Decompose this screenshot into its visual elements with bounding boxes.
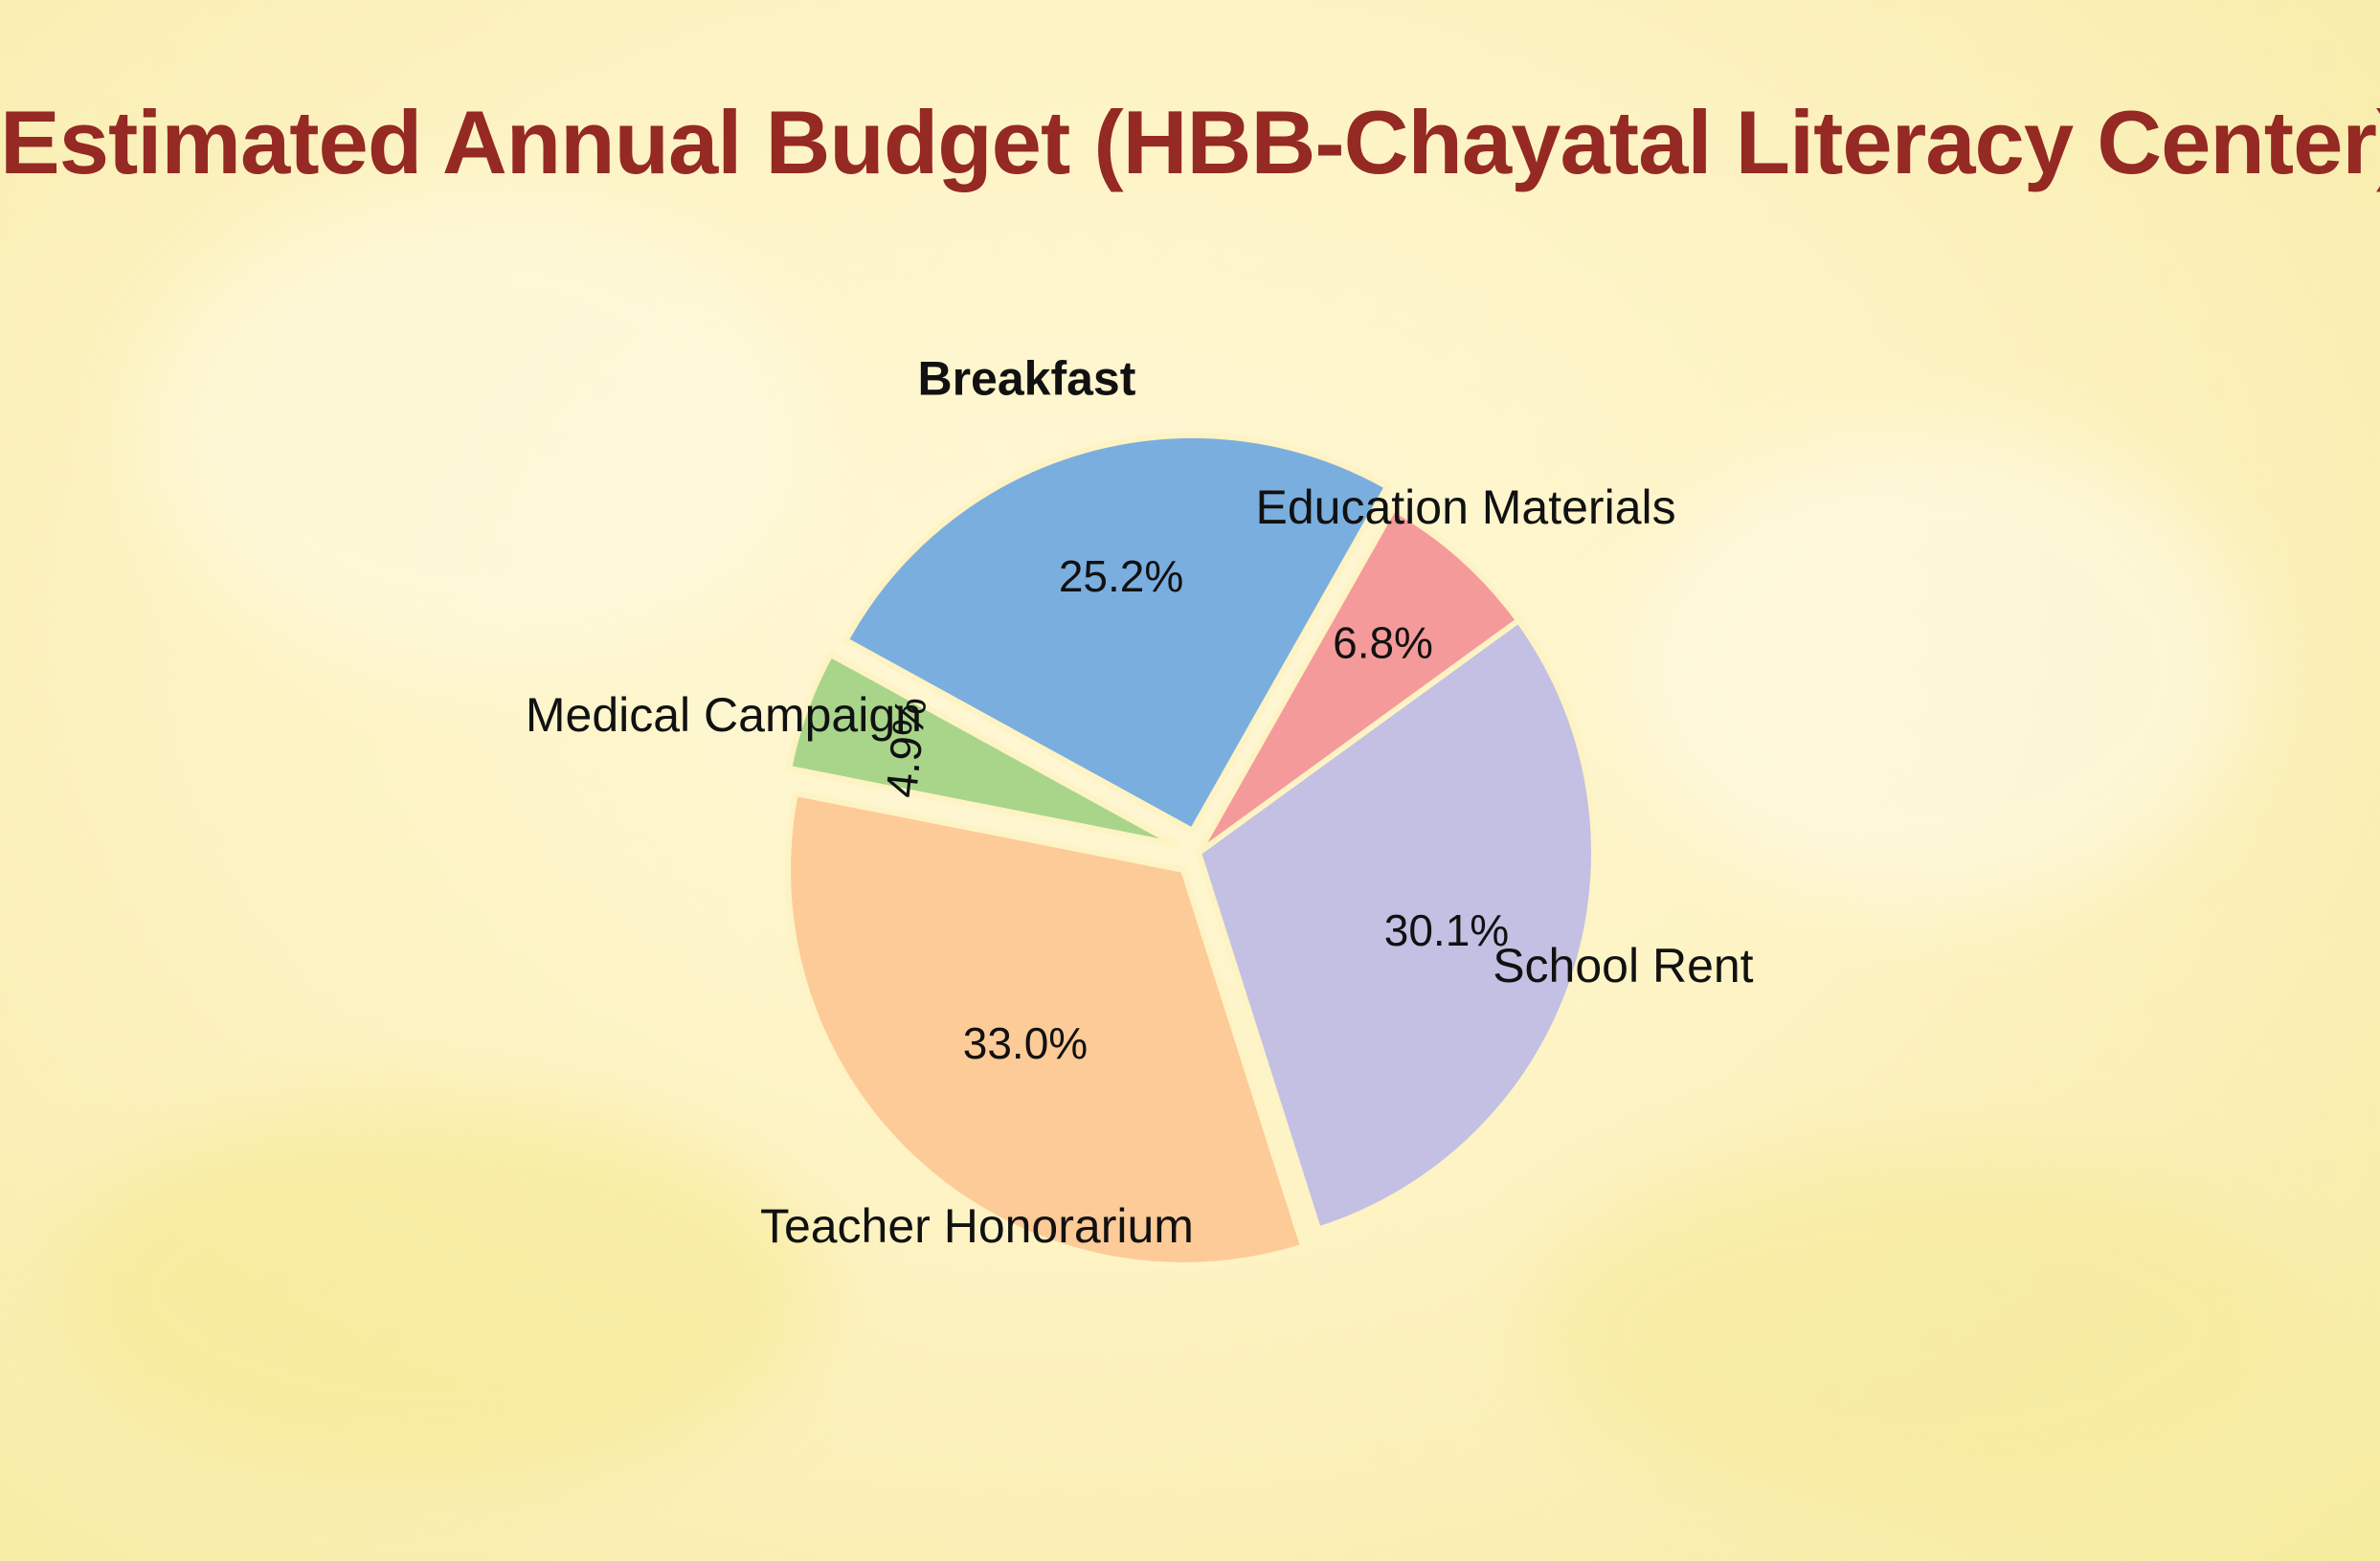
pie-label-teacher-honorarium: Teacher Honorarium bbox=[760, 1199, 1194, 1253]
background-glow bbox=[144, 191, 814, 670]
pie-slice-education-materials bbox=[1196, 504, 1523, 856]
pie-label-breakfast: Breakfast bbox=[917, 351, 1135, 405]
background-glow bbox=[57, 1101, 823, 1483]
pie-slice-breakfast bbox=[842, 432, 1392, 835]
pie-percent-breakfast: 25.2% bbox=[1059, 551, 1183, 601]
pie-slice-teacher-honorarium bbox=[785, 790, 1307, 1268]
pie-label-school-rent: School Rent bbox=[1493, 939, 1753, 992]
pie-percent-education-materials: 6.8% bbox=[1333, 618, 1433, 668]
pie-label-medical-campaign: Medical Campaign bbox=[526, 688, 922, 742]
pie-percent-teacher-honorarium: 33.0% bbox=[963, 1018, 1088, 1068]
pie-percent-school-rent: 30.1% bbox=[1384, 905, 1509, 955]
chart-title: Estimated Annual Budget (HBB-Chayatal Li… bbox=[0, 92, 2380, 192]
pie-slice-medical-campaign bbox=[785, 650, 1179, 848]
background-glow bbox=[1628, 431, 2250, 909]
background-glow bbox=[1532, 1148, 2298, 1512]
pie-percent-medical-campaign: 4.9% bbox=[876, 695, 936, 800]
pie-label-education-materials: Education Materials bbox=[1256, 480, 1676, 534]
pie-slice-school-rent bbox=[1195, 616, 1597, 1234]
